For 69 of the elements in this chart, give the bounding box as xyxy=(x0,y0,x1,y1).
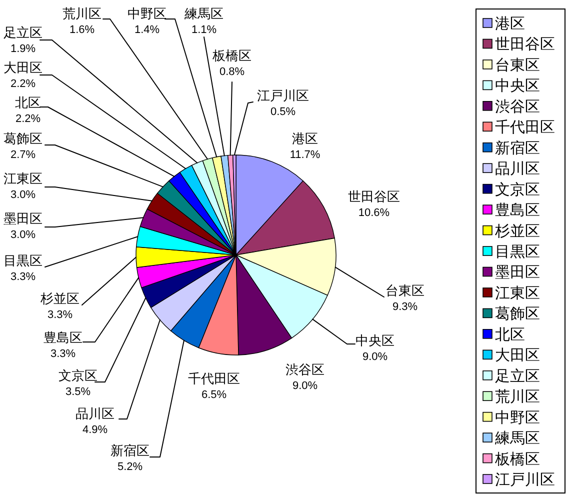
slice-label: 葛飾区 xyxy=(4,132,42,147)
legend-label: 杉並区 xyxy=(494,222,540,240)
legend-label: 千代田区 xyxy=(495,118,555,136)
legend-label: 世田谷区 xyxy=(495,35,555,54)
data-label: 3.3% xyxy=(10,271,36,283)
legend-label: 目黒区 xyxy=(495,242,540,260)
data-label: 2.7% xyxy=(10,149,36,161)
slice-label: 荒川区 xyxy=(62,7,102,22)
legend-label: 新宿区 xyxy=(495,138,540,157)
legend-label: 荒川区 xyxy=(495,388,540,406)
data-label: 3.0% xyxy=(10,229,36,241)
legend-label: 板橋区 xyxy=(494,450,540,468)
slice-label: 練馬区 xyxy=(184,7,224,22)
legend-label: 品川区 xyxy=(495,160,540,178)
slice-label: 中央区 xyxy=(356,334,394,349)
slice-label: 新宿区 xyxy=(110,443,150,459)
data-label: 0.5% xyxy=(270,106,296,118)
legend-label: 文京区 xyxy=(495,180,540,198)
slice-label: 千代田区 xyxy=(188,372,240,387)
slice-label: 品川区 xyxy=(76,407,114,422)
legend-label: 大田区 xyxy=(495,346,540,364)
legend-label: 豊島区 xyxy=(495,201,540,220)
slice-label: 江東区 xyxy=(4,172,42,187)
data-label: 3.3% xyxy=(50,348,76,360)
data-label: 1.4% xyxy=(134,24,160,36)
data-label: 9.0% xyxy=(362,351,388,363)
legend-label: 足立区 xyxy=(495,366,540,385)
legend-label: 渋谷区 xyxy=(495,97,540,116)
slice-label: 豊島区 xyxy=(44,331,82,346)
slice-label: 世田谷区 xyxy=(348,190,400,205)
data-label: 1.6% xyxy=(69,24,95,36)
slice-label: 目黒区 xyxy=(4,254,42,269)
data-label: 3.3% xyxy=(47,309,73,321)
slice-label: 板橋区 xyxy=(212,49,252,64)
slice-label: 中野区 xyxy=(128,7,166,22)
legend-label: 墨田区 xyxy=(495,263,540,282)
slice-label: 北区 xyxy=(15,96,41,111)
legend-label: 中央区 xyxy=(495,76,540,95)
legend-label: 江戸川区 xyxy=(495,470,555,488)
data-label: 0.8% xyxy=(219,66,245,78)
legend-label: 中野区 xyxy=(495,408,540,426)
data-label: 9.0% xyxy=(292,380,318,392)
legend-label: 葛飾区 xyxy=(495,304,540,323)
slice-label: 杉並区 xyxy=(40,292,80,307)
slice-label: 港区 xyxy=(292,132,318,147)
data-label: 9.3% xyxy=(392,301,418,313)
legend-label: 台東区 xyxy=(495,56,540,74)
slice-label: 足立区 xyxy=(4,25,42,41)
slice-label: 江戸川区 xyxy=(257,89,309,104)
legend-label: 港区 xyxy=(495,14,525,32)
legend-label: 江東区 xyxy=(495,284,540,302)
data-label: 3.5% xyxy=(65,386,91,398)
data-label: 10.6% xyxy=(358,207,390,219)
data-label: 2.2% xyxy=(15,113,41,125)
slice-label: 大田区 xyxy=(4,61,42,76)
legend-label: 練馬区 xyxy=(494,429,540,448)
slice-label: 台東区 xyxy=(386,284,424,299)
data-label: 6.5% xyxy=(201,389,227,401)
slice-label: 文京区 xyxy=(58,369,98,384)
slice-label: 墨田区 xyxy=(4,212,42,227)
data-label: 1.1% xyxy=(191,24,217,36)
data-label: 1.9% xyxy=(10,43,36,55)
data-label: 3.0% xyxy=(10,189,36,201)
data-label: 4.9% xyxy=(82,424,108,436)
data-label: 5.2% xyxy=(117,461,143,473)
data-label: 2.2% xyxy=(10,78,36,90)
legend-label: 北区 xyxy=(495,325,525,344)
data-label: 11.7% xyxy=(290,149,320,161)
slice-label: 渋谷区 xyxy=(286,363,324,378)
